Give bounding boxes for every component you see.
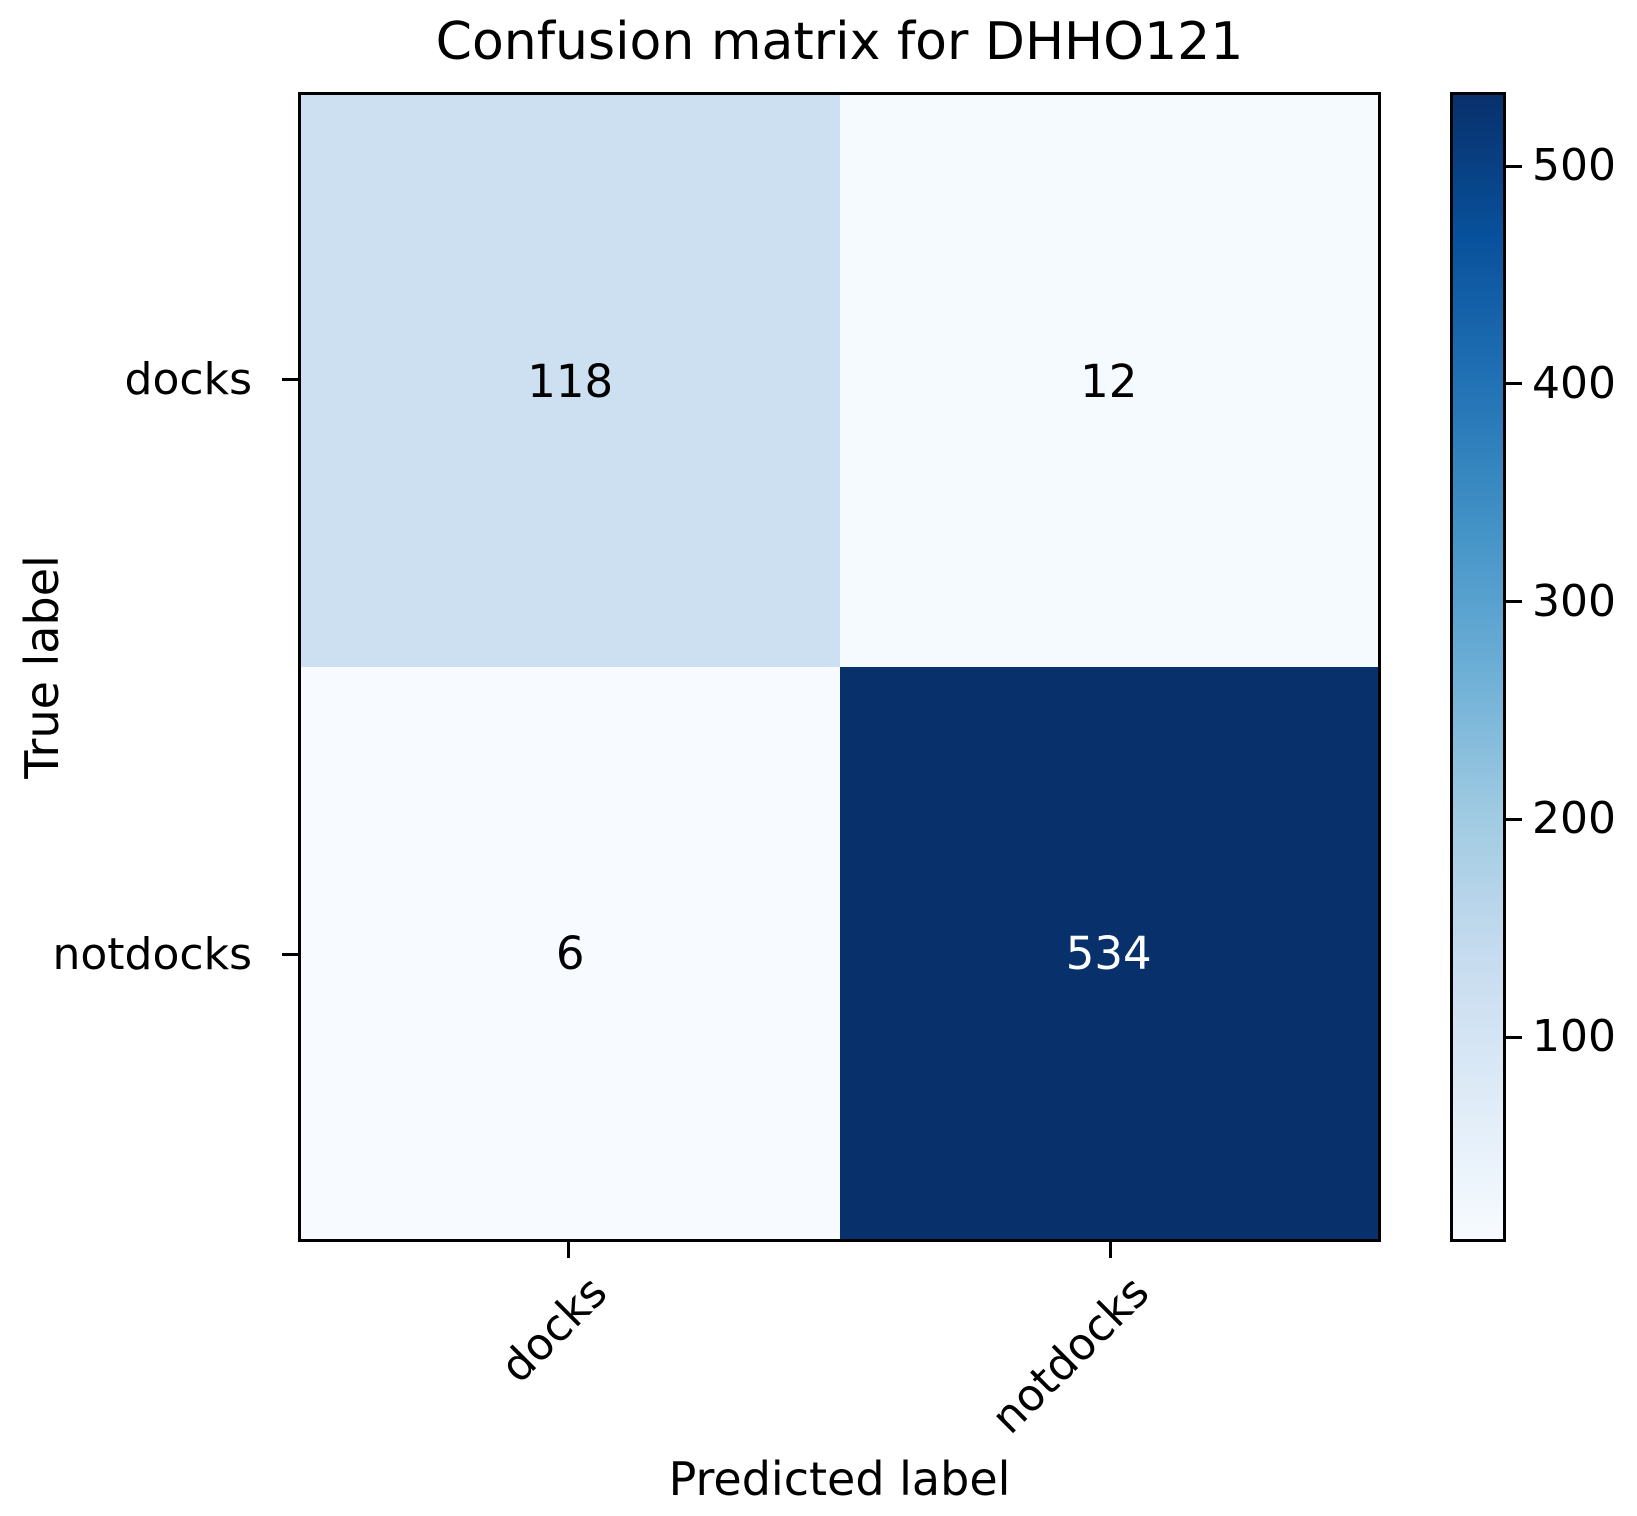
colorbar-tick-mark <box>1506 164 1522 168</box>
colorbar-tick-label: 300 <box>1532 575 1616 627</box>
y-axis-label: True label <box>15 555 69 779</box>
colorbar-tick-mark <box>1506 817 1522 821</box>
matrix-cell-notdocks-notdocks: 534 <box>839 667 1378 1239</box>
colorbar-tick-label: 400 <box>1532 357 1616 409</box>
y-tick-label-docks: docks <box>124 353 252 405</box>
matrix-cell-docks-notdocks: 12 <box>839 95 1378 667</box>
y-tick-mark <box>282 378 298 381</box>
x-tick-mark <box>1108 1242 1112 1258</box>
colorbar-gradient <box>1450 92 1506 1242</box>
x-tick-label-docks: docks <box>491 1266 618 1393</box>
colorbar-tick-label: 200 <box>1532 793 1616 845</box>
colorbar-tick-mark <box>1506 600 1522 604</box>
heatmap-grid: 118 12 6 534 <box>298 92 1381 1242</box>
colorbar-tick-label: 500 <box>1532 140 1616 192</box>
chart-title: Confusion matrix for DHHO121 <box>435 12 1244 72</box>
y-tick-mark <box>282 953 298 956</box>
x-axis-label: Predicted label <box>668 1452 1011 1506</box>
x-tick-label-notdocks: notdocks <box>981 1266 1159 1444</box>
matrix-cell-docks-docks: 118 <box>301 95 840 667</box>
y-tick-label-notdocks: notdocks <box>52 928 252 980</box>
x-tick-mark <box>567 1242 571 1258</box>
matrix-cell-notdocks-docks: 6 <box>301 667 840 1239</box>
colorbar-tick-label: 100 <box>1532 1011 1616 1063</box>
colorbar-tick-mark <box>1506 382 1522 386</box>
colorbar-tick-mark <box>1506 1035 1522 1039</box>
